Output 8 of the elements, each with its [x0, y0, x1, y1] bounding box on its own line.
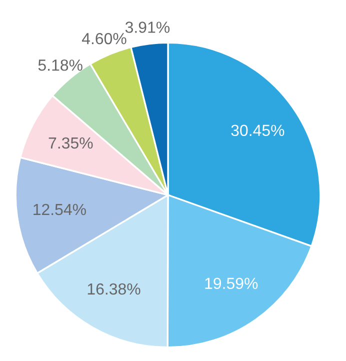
data-label: 5.18%: [38, 60, 82, 71]
data-label: 4.60%: [82, 32, 126, 44]
data-label: 30.45%: [231, 124, 284, 136]
data-label: 19.59%: [205, 278, 258, 290]
data-label: 3.91%: [125, 22, 170, 33]
data-label: 16.38%: [88, 283, 140, 295]
data-label: 7.35%: [48, 137, 93, 149]
data-label: 12.54%: [34, 204, 86, 216]
